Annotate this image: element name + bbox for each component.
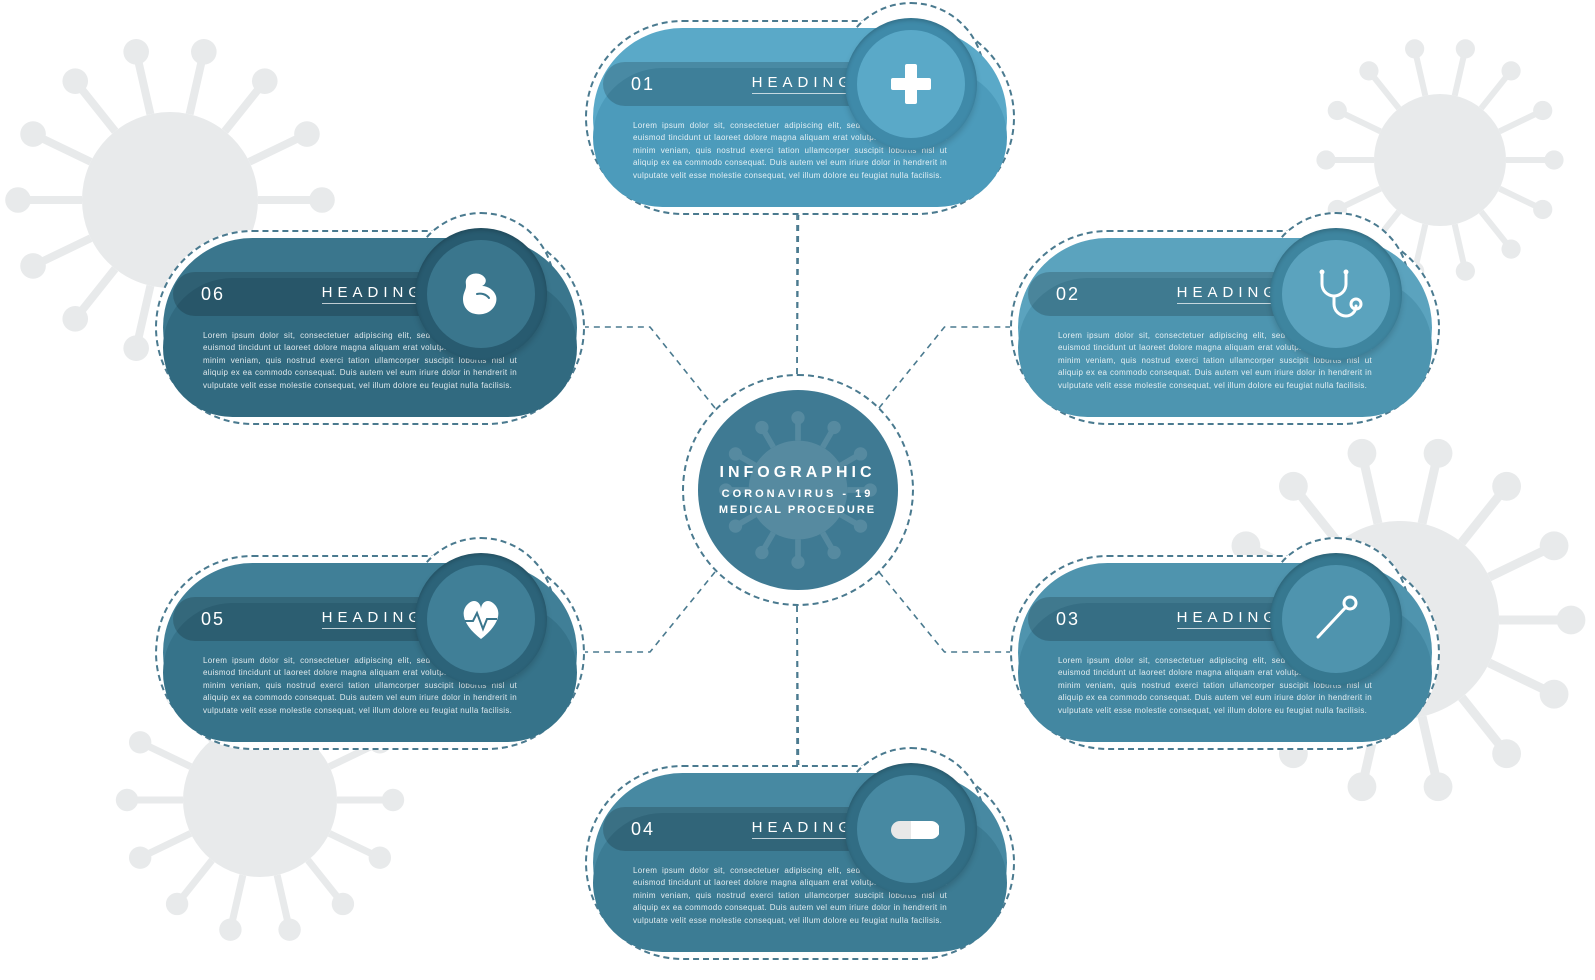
node-header-pill: 02 HEADING: [1028, 272, 1308, 316]
hub-inner-circle: INFOGRAPHIC CORONAVIRUS - 19 MEDICAL PRO…: [698, 390, 898, 590]
node-number: 05: [201, 609, 225, 630]
node-heading: HEADING: [322, 609, 425, 629]
node-icon-ring: [1270, 553, 1402, 685]
hub-subtitle-2: MEDICAL PROCEDURE: [719, 504, 876, 516]
node-icon-inner: [857, 775, 965, 883]
plus-icon: [883, 56, 939, 112]
node-header-pill: 05 HEADING: [173, 597, 453, 641]
node-icon-inner: [427, 565, 535, 673]
node-icon-ring: [1270, 228, 1402, 360]
node-number: 01: [631, 74, 655, 95]
node-05: 05 HEADING Lorem ipsum dolor sit, consec…: [155, 555, 585, 750]
node-heading: HEADING: [752, 819, 855, 839]
node-body: 05 HEADING Lorem ipsum dolor sit, consec…: [163, 563, 577, 742]
node-heading: HEADING: [1177, 609, 1280, 629]
node-icon-ring: [415, 228, 547, 360]
node-icon-ring: [415, 553, 547, 685]
heart-icon: [453, 591, 509, 647]
node-heading: HEADING: [322, 284, 425, 304]
node-icon-inner: [1282, 565, 1390, 673]
node-icon-ring: [845, 763, 977, 895]
node-02: 02 HEADING Lorem ipsum dolor sit, consec…: [1010, 230, 1440, 425]
node-number: 06: [201, 284, 225, 305]
node-heading: HEADING: [1177, 284, 1280, 304]
node-04: 04 HEADING Lorem ipsum dolor sit, consec…: [585, 765, 1015, 960]
node-06: 06 HEADING Lorem ipsum dolor sit, consec…: [155, 230, 585, 425]
hub-title: INFOGRAPHIC: [720, 464, 876, 482]
node-body: 02 HEADING Lorem ipsum dolor sit, consec…: [1018, 238, 1432, 417]
node-icon-ring: [845, 18, 977, 150]
node-number: 03: [1056, 609, 1080, 630]
node-header-pill: 04 HEADING: [603, 807, 883, 851]
muscle-icon: [453, 266, 509, 322]
node-icon-inner: [427, 240, 535, 348]
node-number: 02: [1056, 284, 1080, 305]
node-body: 06 HEADING Lorem ipsum dolor sit, consec…: [163, 238, 577, 417]
node-header-pill: 01 HEADING: [603, 62, 883, 106]
node-header-pill: 03 HEADING: [1028, 597, 1308, 641]
node-header-pill: 06 HEADING: [173, 272, 453, 316]
pill-icon: [883, 801, 939, 857]
pin-icon: [1308, 591, 1364, 647]
node-03: 03 HEADING Lorem ipsum dolor sit, consec…: [1010, 555, 1440, 750]
node-icon-inner: [857, 30, 965, 138]
stethoscope-icon: [1308, 266, 1364, 322]
node-icon-inner: [1282, 240, 1390, 348]
node-body: 01 HEADING Lorem ipsum dolor sit, consec…: [593, 28, 1007, 207]
node-body: 03 HEADING Lorem ipsum dolor sit, consec…: [1018, 563, 1432, 742]
node-heading: HEADING: [752, 74, 855, 94]
node-number: 04: [631, 819, 655, 840]
node-01: 01 HEADING Lorem ipsum dolor sit, consec…: [585, 20, 1015, 215]
hub-subtitle-1: CORONAVIRUS - 19: [722, 488, 874, 500]
node-body: 04 HEADING Lorem ipsum dolor sit, consec…: [593, 773, 1007, 952]
infographic-canvas: INFOGRAPHIC CORONAVIRUS - 19 MEDICAL PRO…: [0, 0, 1595, 980]
